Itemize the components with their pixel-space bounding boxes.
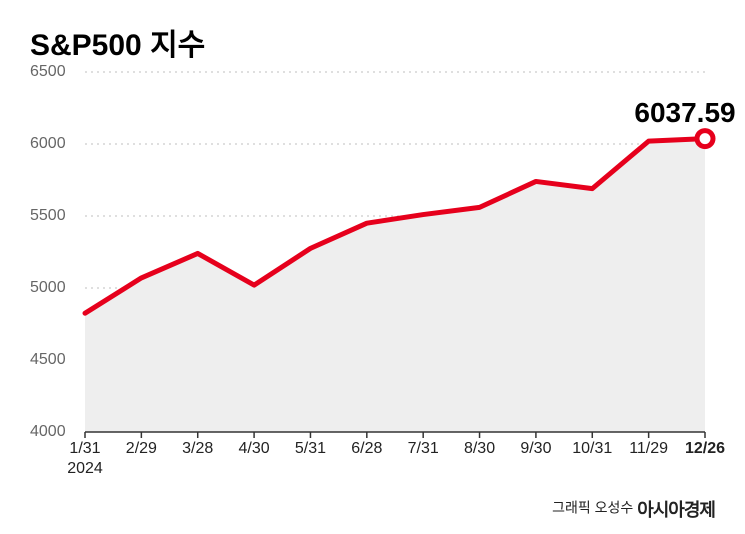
chart-area: 4000450050005500600065001/312/293/284/30… [30,62,720,472]
y-tick-label: 6500 [30,63,66,81]
x-tick-label: 5/31 [295,440,326,494]
chart-container: S&P500 지수 4000450050005500600065001/312/… [0,0,745,534]
x-tick-label: 2/29 [126,440,157,494]
x-tick-label: 4/30 [239,440,270,494]
y-tick-label: 4000 [30,423,66,441]
x-year-label: 2024 [67,460,103,514]
x-tick-label: 8/30 [464,440,495,494]
x-tick-label: 11/29 [629,440,668,494]
y-tick-label: 4500 [30,351,66,369]
y-tick-label: 6000 [30,135,66,153]
x-tick-label: 7/31 [408,440,439,494]
x-tick-label: 6/28 [351,440,382,494]
x-tick-label: 12/26 [685,440,725,494]
credit-prefix: 그래픽 오성수 [552,500,633,516]
x-tick-label: 3/28 [182,440,213,494]
x-tick-label: 10/31 [572,440,612,494]
credit-brand: 아시아경제 [637,500,715,520]
y-tick-label: 5500 [30,207,66,225]
chart-title: S&P500 지수 [30,20,205,64]
chart-area-fill [85,139,705,432]
end-marker [697,131,713,147]
y-tick-label: 5000 [30,279,66,297]
chart-credit: 그래픽 오성수 아시아경제 [552,496,715,522]
x-tick-label: 9/30 [520,440,551,494]
chart-svg [30,62,720,472]
end-value-label: 6037.59 [634,97,735,129]
